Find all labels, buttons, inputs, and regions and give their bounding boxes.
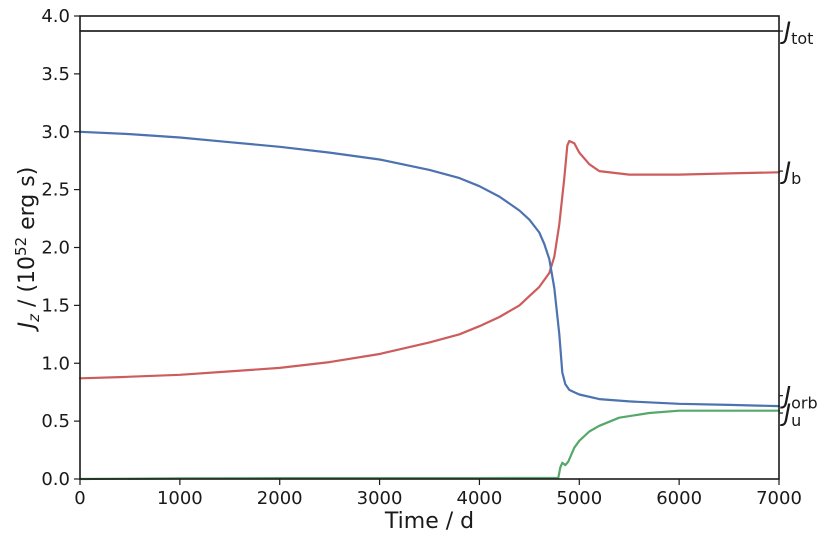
series-label-tot: Jtot: [780, 17, 813, 48]
y-tick-label: 2.5: [41, 180, 70, 201]
y-axis-label-sup: 52: [12, 237, 30, 256]
y-axis-label: Jz / (1052 erg s): [12, 167, 43, 333]
series-label-main: J: [780, 382, 791, 410]
x-tick-label: 1000: [157, 488, 203, 509]
x-tick-label: 5000: [556, 488, 602, 509]
series-label-main: J: [780, 157, 791, 185]
series-layer: [78, 30, 781, 481]
y-tick-label: 2.0: [41, 238, 70, 259]
series-label-sub: orb: [791, 394, 818, 413]
series-label-main: J: [780, 17, 791, 45]
y-axis-label-main: J: [15, 322, 40, 333]
series-label-u: Ju: [780, 399, 801, 430]
x-tick-label: 2000: [257, 488, 303, 509]
series-label-sub: b: [791, 169, 801, 188]
series-label-sub: tot: [791, 29, 813, 48]
x-axis-ticks: 0 1000 2000 3000 4000 5000 6000 7000: [74, 479, 802, 509]
series-line-b: [78, 139, 781, 380]
series-label-main: J: [780, 399, 791, 427]
y-tick-label: 0.0: [41, 469, 70, 490]
plot-frame: [79, 15, 780, 480]
x-tick-label: 6000: [656, 488, 702, 509]
series-line-u: [78, 409, 781, 481]
y-tick-label: 0.5: [41, 411, 70, 432]
y-axis-ticks: 0.0 0.5 1.0 1.5 2.0 2.5 3.0 3.5 4.0: [41, 6, 80, 490]
y-tick-label: 1.5: [41, 295, 70, 316]
x-axis-label: Time / d: [384, 509, 474, 534]
series-label-sub: u: [791, 411, 801, 430]
y-axis-label-mid: / (10: [15, 256, 40, 314]
x-tick-label: 7000: [756, 488, 802, 509]
x-tick-label: 0: [74, 488, 85, 509]
y-tick-label: 4.0: [41, 6, 70, 27]
y-tick-label: 1.0: [41, 353, 70, 374]
x-tick-label: 4000: [457, 488, 503, 509]
y-axis-label-end: erg s): [15, 167, 40, 237]
series-label-b: Jb: [780, 157, 801, 188]
y-tick-label: 3.0: [41, 122, 70, 143]
y-axis-label-sub: z: [25, 313, 43, 323]
x-tick-label: 3000: [357, 488, 403, 509]
series-label-orb: Jorb: [780, 382, 818, 413]
y-tick-label: 3.5: [41, 64, 70, 85]
series-line-orb: [78, 130, 781, 408]
